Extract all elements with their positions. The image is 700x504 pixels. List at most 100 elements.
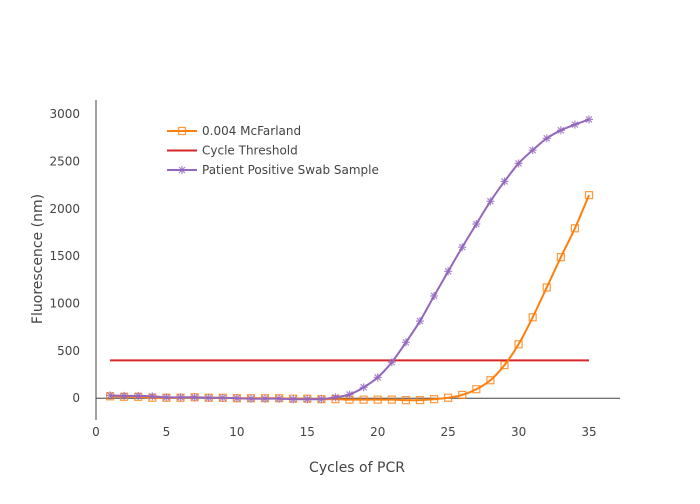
series-0 [105, 191, 594, 405]
legend[interactable]: 0.004 McFarland Cycle Threshold Patient Po… [167, 124, 379, 177]
asterisk-stroke [388, 358, 396, 366]
data-point [585, 115, 594, 124]
data-point [120, 391, 129, 400]
data-point [472, 385, 481, 394]
asterisk-stroke [346, 391, 353, 398]
asterisk-stroke [178, 166, 186, 174]
data-point [148, 392, 157, 401]
data-point [176, 393, 185, 402]
data-point [387, 395, 396, 404]
x-tick-label: 10 [229, 425, 244, 439]
asterisk-stroke [332, 393, 339, 401]
asterisk-stroke [543, 134, 551, 142]
data-point [584, 191, 594, 200]
asterisk-stroke [430, 292, 438, 300]
legend-label: Cycle Threshold [202, 144, 298, 158]
data-point [444, 393, 453, 402]
y-tick-label: 500 [57, 344, 80, 358]
asterisk-stroke [163, 393, 170, 401]
asterisk-stroke [261, 395, 269, 403]
y-tick-label: 3000 [49, 107, 80, 121]
data-point [387, 358, 396, 367]
data-point [331, 393, 340, 402]
data-point [514, 340, 523, 349]
data-point [486, 376, 495, 385]
x-tick-label: 15 [300, 425, 315, 439]
x-tick-label: 20 [370, 425, 385, 439]
asterisk-stroke [557, 126, 565, 134]
asterisk-stroke [402, 338, 410, 346]
data-point [556, 126, 565, 135]
y-tick-label: 0 [72, 391, 80, 405]
asterisk-stroke [529, 146, 537, 154]
data-point [430, 291, 439, 300]
data-point [373, 395, 382, 404]
legend-label: 0.004 McFarland [202, 124, 301, 138]
asterisk-stroke [501, 177, 508, 185]
asterisk-stroke [191, 393, 199, 401]
data-point [500, 360, 509, 370]
asterisk-stroke [134, 392, 142, 400]
data-point [486, 197, 495, 206]
data-point [190, 393, 199, 402]
asterisk-stroke [247, 395, 255, 403]
data-point [218, 393, 227, 402]
data-point [289, 395, 298, 404]
asterisk-stroke [106, 391, 114, 399]
data-point [458, 390, 467, 400]
x-tick-label: 0 [92, 425, 100, 439]
data-point [542, 134, 551, 143]
legend-item: 0.004 McFarland [167, 124, 301, 138]
data-point [178, 166, 186, 174]
data-point [359, 383, 368, 392]
legend-item: Patient Positive Swab Sample [167, 163, 379, 177]
y-tick-label: 1000 [49, 297, 80, 311]
data-point [542, 283, 551, 292]
data-point [570, 120, 579, 129]
asterisk-stroke [275, 395, 283, 403]
asterisk-stroke [472, 220, 480, 228]
y-tick-label: 1500 [49, 249, 80, 263]
x-tick-label: 35 [581, 425, 596, 439]
asterisk-stroke [120, 392, 128, 400]
asterisk-stroke [571, 121, 579, 129]
legend-item: Cycle Threshold [167, 144, 298, 158]
data-point [444, 267, 453, 276]
y-axis-title: Fluorescence (nm) [30, 194, 46, 324]
data-point [528, 146, 537, 155]
asterisk-stroke [289, 395, 297, 403]
asterisk-stroke [374, 373, 382, 381]
data-point [570, 224, 580, 233]
data-point [246, 394, 255, 403]
data-point [401, 338, 410, 347]
data-point [373, 373, 382, 382]
asterisk-stroke [205, 394, 213, 402]
asterisk-stroke [486, 197, 494, 205]
plot-area [105, 115, 594, 405]
data-point [204, 393, 213, 402]
data-point [401, 396, 410, 405]
x-tick-label: 25 [441, 425, 456, 439]
data-point [261, 394, 270, 403]
data-point [275, 394, 284, 403]
asterisk-stroke [458, 243, 466, 251]
data-point [232, 394, 241, 403]
asterisk-stroke [148, 392, 156, 400]
asterisk-stroke [515, 160, 523, 167]
asterisk-stroke [317, 395, 325, 403]
data-point [429, 395, 439, 404]
x-axis-title: Cycles of PCR [309, 460, 405, 476]
asterisk-stroke [585, 115, 593, 123]
data-point [317, 395, 326, 404]
data-point [177, 126, 187, 136]
data-point [303, 395, 312, 404]
data-point [458, 243, 467, 252]
asterisk-stroke [303, 395, 311, 403]
x-tick-label: 5 [163, 425, 171, 439]
asterisk-stroke [233, 394, 241, 402]
data-point [514, 159, 523, 168]
axes: 0 5 10 15 20 25 30 35 0 500 1000 1500 2000 2500 3000 [49, 100, 620, 439]
data-point [162, 393, 171, 402]
legend-label: Patient Positive Swab Sample [202, 163, 379, 177]
